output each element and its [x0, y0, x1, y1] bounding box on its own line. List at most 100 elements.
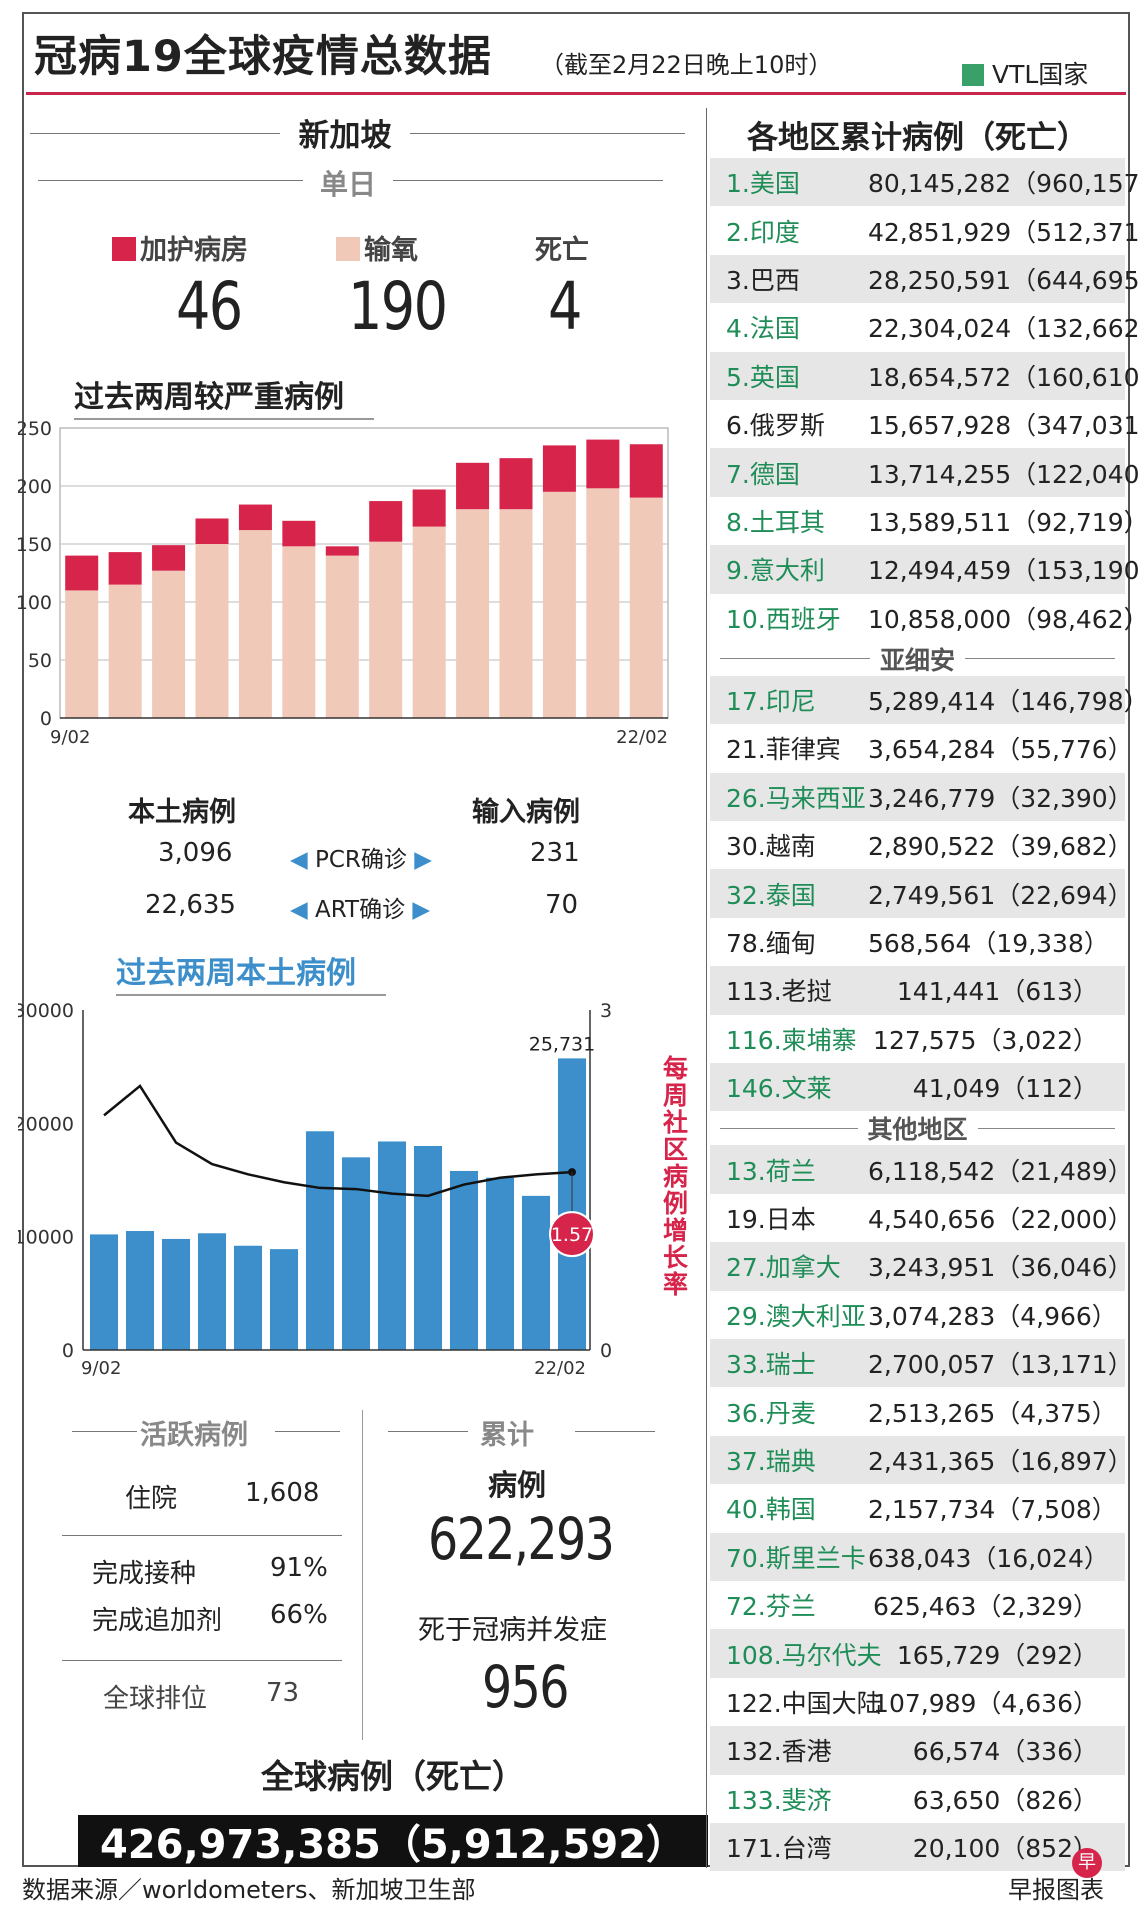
country-row: 19.日本 4,540,656（22,000） [710, 1194, 1133, 1242]
icu-label: 加护病房 [112, 228, 248, 267]
country-name: 30.越南 [726, 832, 816, 862]
country-cases: 127,575（3,022） [873, 1025, 1098, 1055]
country-row: 78.缅甸 568,564（19,338） [710, 918, 1125, 966]
icu-bar [108, 552, 142, 585]
case-bar [413, 1146, 443, 1350]
left-arrow-icon: ◀ [290, 847, 315, 873]
icu-bar [412, 489, 446, 527]
cases-label: 病例 [488, 1468, 547, 1502]
art-local-value: 22,635 [145, 890, 236, 920]
country-row: 8.土耳其 13,589,511（92,719） [710, 497, 1140, 545]
cumulative-deaths-value: 956 [482, 1653, 570, 1721]
country-row: 133.斐济 63,650（826） [710, 1775, 1125, 1823]
country-cases: 638,043（16,024） [868, 1543, 1109, 1573]
growth-rate-point [568, 1168, 576, 1177]
divider [30, 133, 280, 134]
country-cases: 141,441（613） [896, 977, 1098, 1007]
divider [388, 1431, 468, 1432]
vaccination-value: 91% [270, 1553, 328, 1583]
country-cases: 4,540,656（22,000） [868, 1205, 1133, 1234]
left-arrow-icon: ◀ [290, 897, 315, 923]
country-name: 171.台湾 [726, 1834, 832, 1864]
chart1-title: 过去两周较严重病例 [74, 372, 374, 420]
country-cases: 42,851,929（512,371） [868, 217, 1140, 247]
country-name: 113.老挝 [726, 977, 832, 1007]
country-cases: 63,650（826） [912, 1785, 1098, 1815]
pcr-row: ◀ PCR确诊 ▶ [290, 840, 432, 874]
country-cases: 2,513,265（4,375） [868, 1398, 1117, 1428]
country-row: 72.芬兰 625,463（2,329） [710, 1581, 1125, 1629]
local-cases-chart: 0 10000 20000 30000 0 325,731 1.57 9/02 22/02 每周社… [18, 1000, 689, 1379]
country-name: 133.斐济 [726, 1785, 832, 1815]
y-tick-label: 200 [18, 476, 52, 498]
country-row: 146.文莱 41,049（112） [710, 1063, 1125, 1112]
country-name: 32.泰国 [726, 880, 816, 910]
country-row: 10.西班牙 10,858,000（98,462） [710, 594, 1140, 642]
severe-cases-chart: 0 50 100 150 200 250 9/02 22/02 [18, 418, 669, 748]
country-row: 29.澳大利亚 3,074,283（4,966） [710, 1291, 1125, 1339]
country-name: 78.缅甸 [726, 929, 816, 959]
icu-bar [238, 504, 272, 531]
country-cases: 2,157,734（7,508） [868, 1495, 1117, 1525]
country-name: 5.英国 [726, 362, 800, 392]
country-name: 70.斯里兰卡 [726, 1543, 866, 1573]
country-row: 9.意大利 12,494,459（153,190） [710, 545, 1140, 594]
icu-bar [456, 462, 490, 510]
daily-label: 单日 [319, 168, 376, 201]
country-row: 32.泰国 2,749,561（22,694） [710, 869, 1133, 918]
country-row: 37.瑞典 2,431,365（16,897） [710, 1435, 1133, 1485]
country-name: 13.荷兰 [726, 1156, 816, 1186]
y-tick-label: 0 [40, 708, 52, 730]
icu-swatch [112, 237, 136, 261]
icu-bar [282, 520, 316, 547]
country-name: 27.加拿大 [726, 1253, 841, 1283]
death-label: 死亡 [535, 235, 589, 266]
country-name: 3.巴西 [726, 265, 800, 295]
country-row: 113.老挝 141,441（613） [710, 966, 1125, 1015]
right-arrow-icon: ▶ [405, 897, 431, 923]
country-row: 27.加拿大 3,243,951（36,046） [710, 1242, 1133, 1291]
country-name: 132.香港 [726, 1737, 832, 1767]
oxygen-bar [369, 541, 403, 718]
growth-rate-line [103, 1084, 573, 1198]
oxygen-swatch [336, 237, 360, 261]
country-cases: 568,564（19,338） [868, 929, 1109, 959]
country-row: 36.丹麦 2,513,265（4,375） [710, 1387, 1125, 1435]
case-bar [485, 1177, 515, 1350]
pcr-imported-value: 231 [530, 838, 580, 868]
icu-bar [586, 439, 620, 489]
deaths-label: 死于冠病并发症 [418, 1615, 607, 1646]
other-list: 13.荷兰 6,118,542（21,489） 19.日本 4,540,656（22,… [710, 1145, 1133, 1872]
right-arrow-icon: ▶ [406, 847, 432, 873]
pcr-local-value: 3,096 [158, 838, 233, 868]
global-rank-label: 全球排位 [103, 1684, 208, 1714]
y-tick-label: 30000 [18, 1000, 74, 1022]
country-cases: 66,574（336） [912, 1737, 1098, 1767]
case-bar [305, 1131, 335, 1350]
case-bar [269, 1249, 299, 1350]
case-bar [449, 1170, 479, 1350]
art-imported-value: 70 [545, 890, 579, 920]
country-name: 37.瑞典 [726, 1446, 816, 1476]
country-name: 26.马来西亚 [726, 783, 866, 813]
country-cases: 22,304,024（132,662） [868, 314, 1140, 344]
icu-bar [542, 445, 576, 492]
y-tick-label: 10000 [18, 1227, 74, 1249]
divider [38, 180, 303, 181]
other-heading: 其他地区 [867, 1115, 968, 1145]
y-tick-label: 20000 [18, 1113, 74, 1135]
vtl-legend: VTL国家 [962, 55, 1088, 91]
imported-cases-label: 输入病例 [472, 797, 580, 828]
global-cases-value: 426,973,385（5,912,592） [99, 1822, 687, 1868]
country-name: 146.文莱 [726, 1074, 832, 1104]
country-cases: 625,463（2,329） [873, 1592, 1098, 1622]
country-name: 40.韩国 [726, 1495, 816, 1525]
country-row: 116.柬埔寨 127,575（3,022） [710, 1015, 1125, 1063]
country-name: 10.西班牙 [726, 604, 841, 634]
chart2-title: 过去两周本土病例 [116, 948, 386, 996]
icu-bar [325, 546, 359, 556]
country-row: 13.荷兰 6,118,542（21,489） [710, 1145, 1133, 1194]
country-name: 108.马尔代夫 [726, 1640, 882, 1670]
oxygen-bar [325, 555, 359, 718]
country-cases: 6,118,542（21,489） [868, 1156, 1133, 1186]
